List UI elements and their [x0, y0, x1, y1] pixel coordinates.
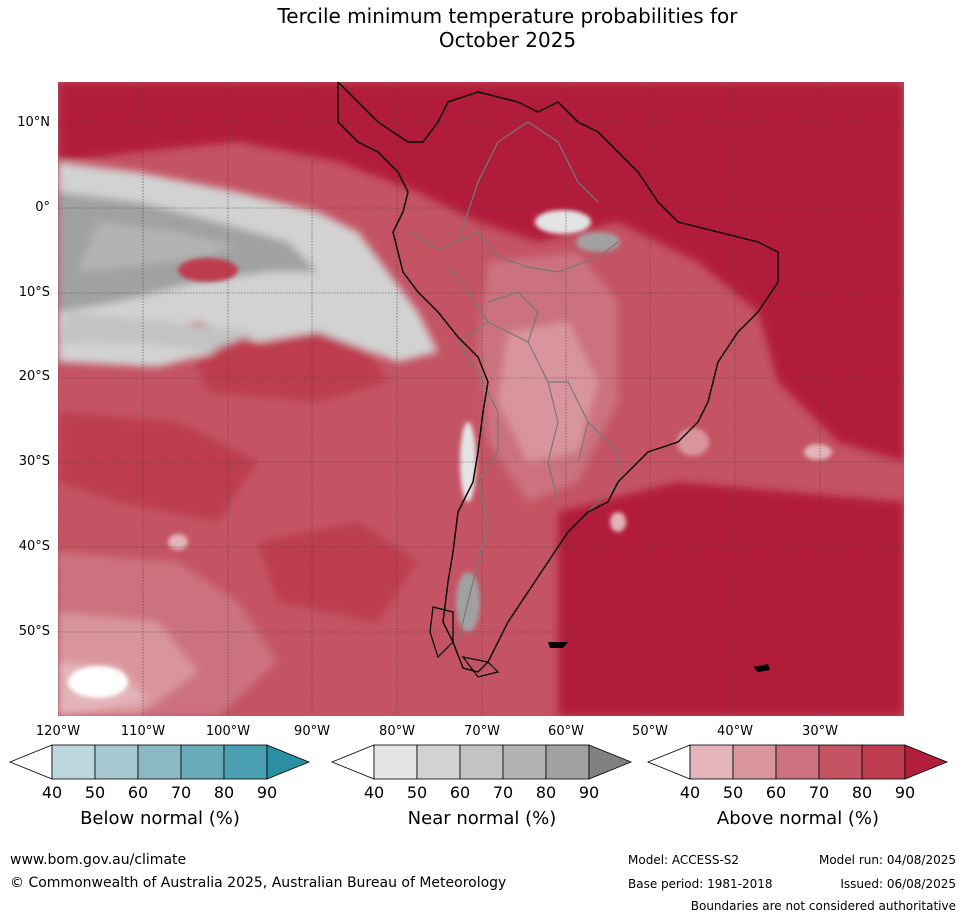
- near-normal-swatch-5: [545, 744, 590, 780]
- tick-label: 60: [765, 783, 787, 802]
- above-normal-swatch-4: [818, 744, 863, 780]
- near-normal-swatch-2: [416, 744, 461, 780]
- near-normal-swatch-6: [588, 744, 633, 780]
- lat-label-10s: 10°S: [18, 285, 50, 300]
- lon-label-30w: 30°W: [802, 724, 838, 739]
- model-run-text: Model run: 04/08/2025: [818, 853, 956, 867]
- below-normal-swatch-2: [94, 744, 139, 780]
- copyright-text: © Commonwealth of Australia 2025, Austra…: [10, 875, 507, 891]
- near-normal-swatch-3: [459, 744, 504, 780]
- near-normal-swatch-1: [373, 744, 418, 780]
- tick-label: 80: [535, 783, 557, 802]
- chart-title: Tercile minimum temperature probabilitie…: [200, 4, 815, 52]
- above-normal-swatch-5: [861, 744, 906, 780]
- above-normal-swatch-6: [904, 744, 949, 780]
- above-normal-label: Above normal (%): [716, 808, 880, 829]
- model-text: Model: ACCESS-S2: [628, 853, 740, 867]
- tick-label: 90: [578, 783, 600, 802]
- tick-label: 70: [808, 783, 830, 802]
- issued-text: Issued: 06/08/2025: [840, 877, 956, 891]
- tick-label: 40: [679, 783, 701, 802]
- tick-label: 60: [449, 783, 471, 802]
- probability-map[interactable]: [58, 82, 904, 716]
- tick-label: 50: [406, 783, 428, 802]
- lat-label-20s: 20°S: [18, 369, 50, 384]
- title-line-2: October 2025: [438, 28, 577, 52]
- lon-label-60w: 60°W: [548, 724, 584, 739]
- south-georgia-island: [753, 664, 770, 672]
- southern-archipelago: [429, 606, 454, 659]
- tick-label: 80: [851, 783, 873, 802]
- lon-label-40w: 40°W: [717, 724, 753, 739]
- lat-label-10n: 10°N: [17, 115, 50, 130]
- above-normal-swatch-0: [646, 744, 691, 780]
- tick-label: 90: [894, 783, 916, 802]
- near-normal-swatch-4: [502, 744, 547, 780]
- near-normal-swatch-0: [330, 744, 375, 780]
- tick-label: 40: [41, 783, 63, 802]
- tick-label: 70: [492, 783, 514, 802]
- tick-label: 70: [170, 783, 192, 802]
- base-period-text: Base period: 1981-2018: [628, 877, 773, 891]
- below-normal-swatch-1: [51, 744, 96, 780]
- lon-label-70w: 70°W: [464, 724, 500, 739]
- falkland-islands: [548, 642, 568, 648]
- tick-label: 60: [127, 783, 149, 802]
- lat-label-50s: 50°S: [18, 624, 50, 639]
- lon-label-50w: 50°W: [632, 724, 668, 739]
- below-normal-swatch-5: [223, 744, 268, 780]
- lon-label-100w: 100°W: [205, 724, 251, 739]
- below-normal-swatch-6: [266, 744, 311, 780]
- above-normal-swatch-2: [732, 744, 777, 780]
- longitude-gridlines: [58, 82, 821, 716]
- lat-label-40s: 40°S: [18, 539, 50, 554]
- below-normal-colorbar: [8, 744, 311, 780]
- lat-label-30s: 30°S: [18, 454, 50, 469]
- tick-label: 80: [213, 783, 235, 802]
- website-link[interactable]: www.bom.gov.au/climate: [10, 852, 187, 868]
- tick-label: 50: [84, 783, 106, 802]
- map-canvas: [58, 82, 904, 716]
- disclaimer-text: Boundaries are not considered authoritat…: [690, 899, 956, 913]
- tick-label: 40: [363, 783, 385, 802]
- lon-label-90w: 90°W: [294, 724, 330, 739]
- tick-label: 90: [256, 783, 278, 802]
- lon-label-110w: 110°W: [120, 724, 166, 739]
- title-line-1: Tercile minimum temperature probabilitie…: [277, 4, 738, 28]
- above-normal-colorbar: [646, 744, 949, 780]
- below-normal-swatch-4: [180, 744, 225, 780]
- tierra-del-fuego: [461, 656, 500, 678]
- below-normal-swatch-0: [8, 744, 53, 780]
- near-normal-label: Near normal (%): [407, 808, 557, 829]
- above-normal-swatch-3: [775, 744, 820, 780]
- below-normal-label: Below normal (%): [80, 808, 240, 829]
- near-normal-colorbar: [330, 744, 633, 780]
- above-normal-swatch-1: [689, 744, 734, 780]
- lon-label-80w: 80°W: [379, 724, 415, 739]
- below-normal-swatch-3: [137, 744, 182, 780]
- lon-label-120w: 120°W: [35, 724, 81, 739]
- tick-label: 50: [722, 783, 744, 802]
- lat-label-0: 0°: [35, 200, 50, 215]
- south-america-coastline: [337, 82, 779, 673]
